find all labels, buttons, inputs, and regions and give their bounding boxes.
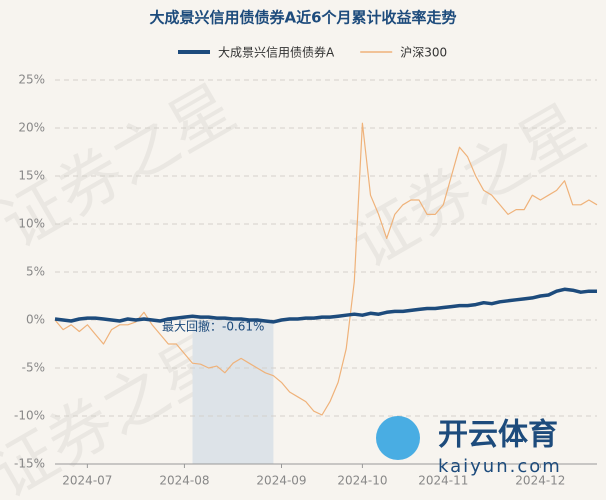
annotation: 最大回撤：-0.61% <box>162 319 264 334</box>
y-tick-label: 25% <box>18 73 45 87</box>
y-tick-label: -15% <box>14 457 45 471</box>
y-tick-label: 20% <box>18 121 45 135</box>
y-tick-label: 10% <box>18 217 45 231</box>
series-line <box>54 122 598 416</box>
x-tick-label: 2024-11 <box>418 474 468 488</box>
logo-text: 开云体育 <box>438 418 558 453</box>
legend-label: 沪深300 <box>400 46 447 60</box>
y-tick-label: -10% <box>14 409 45 423</box>
drawdown-area <box>192 320 274 464</box>
logo-icon <box>376 416 420 460</box>
chart-title: 大成景兴信用债债券A近6个月累计收益率走势 <box>149 9 456 27</box>
x-tick-label: 2024-10 <box>337 474 387 488</box>
x-tick-label: 2024-08 <box>159 474 209 488</box>
legend-label: 大成景兴信用债债券A <box>218 45 335 60</box>
x-tick-label: 2024-07 <box>62 474 112 488</box>
y-tick-label: 15% <box>18 169 45 183</box>
x-tick-label: 2024-09 <box>256 474 306 488</box>
y-tick-label: 5% <box>26 265 45 279</box>
logo-url: kaiyun.com <box>438 456 562 477</box>
y-tick-label: 0% <box>26 313 45 327</box>
x-tick-label: 2024-12 <box>515 474 565 488</box>
series-line <box>54 287 597 324</box>
y-tick-label: -5% <box>22 361 45 375</box>
